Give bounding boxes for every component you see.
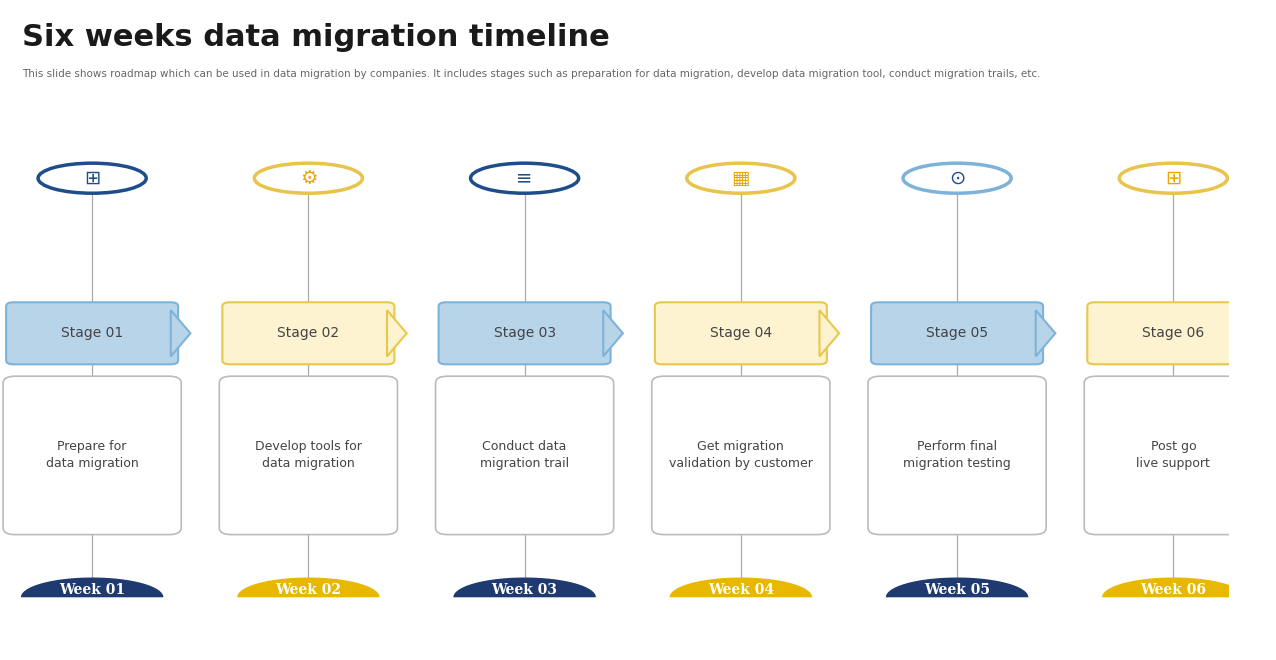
Polygon shape (1252, 310, 1276, 356)
Text: Week 03: Week 03 (491, 583, 558, 597)
FancyBboxPatch shape (6, 302, 179, 364)
FancyBboxPatch shape (872, 302, 1042, 364)
Text: ⊞: ⊞ (1165, 169, 1182, 187)
FancyBboxPatch shape (868, 376, 1046, 535)
FancyBboxPatch shape (219, 376, 397, 535)
Text: Week 02: Week 02 (276, 583, 342, 597)
Polygon shape (453, 578, 596, 597)
Text: Get migration
validation by customer: Get migration validation by customer (669, 440, 813, 471)
Ellipse shape (471, 163, 579, 193)
Ellipse shape (38, 163, 147, 193)
FancyBboxPatch shape (652, 376, 829, 535)
Text: ⚙: ⚙ (300, 169, 318, 187)
Polygon shape (819, 310, 840, 356)
Text: Develop tools for
data migration: Develop tools for data migration (255, 440, 362, 471)
Polygon shape (387, 310, 407, 356)
Polygon shape (171, 310, 190, 356)
Text: Conduct data
migration trail: Conduct data migration trail (480, 440, 569, 471)
Text: ≡: ≡ (517, 169, 533, 187)
Text: Stage 06: Stage 06 (1142, 326, 1205, 341)
Text: Prepare for
data migration: Prepare for data migration (46, 440, 139, 471)
Text: Stage 04: Stage 04 (709, 326, 772, 341)
Polygon shape (1102, 578, 1244, 597)
Ellipse shape (254, 163, 362, 193)
Polygon shape (670, 578, 812, 597)
Text: Post go
live support: Post go live support (1137, 440, 1210, 471)
Text: Six weeks data migration timeline: Six weeks data migration timeline (22, 23, 610, 52)
FancyBboxPatch shape (1085, 376, 1262, 535)
Text: Week 06: Week 06 (1141, 583, 1206, 597)
Text: Stage 03: Stage 03 (494, 326, 555, 341)
FancyBboxPatch shape (3, 376, 181, 535)
Text: Stage 05: Stage 05 (926, 326, 988, 341)
FancyBboxPatch shape (435, 376, 614, 535)
Text: ⊙: ⊙ (949, 169, 965, 187)
FancyBboxPatch shape (1087, 302, 1259, 364)
Text: ⊞: ⊞ (84, 169, 101, 187)
Polygon shape (237, 578, 380, 597)
Ellipse shape (686, 163, 795, 193)
Text: This slide shows roadmap which can be used in data migration by companies. It in: This slide shows roadmap which can be us… (22, 69, 1041, 79)
Text: Week 04: Week 04 (708, 583, 775, 597)
Polygon shape (1036, 310, 1055, 356)
Text: Week 01: Week 01 (59, 583, 125, 597)
Text: Week 05: Week 05 (924, 583, 990, 597)
Polygon shape (886, 578, 1028, 597)
Polygon shape (604, 310, 623, 356)
Polygon shape (20, 578, 163, 597)
Text: Stage 02: Stage 02 (277, 326, 339, 341)
Text: Stage 01: Stage 01 (61, 326, 124, 341)
FancyBboxPatch shape (655, 302, 827, 364)
Text: Perform final
migration testing: Perform final migration testing (903, 440, 1011, 471)
FancyBboxPatch shape (439, 302, 611, 364)
Ellipse shape (903, 163, 1011, 193)
Text: ▦: ▦ (731, 169, 750, 187)
FancyBboxPatch shape (222, 302, 394, 364)
Ellipse shape (1119, 163, 1228, 193)
